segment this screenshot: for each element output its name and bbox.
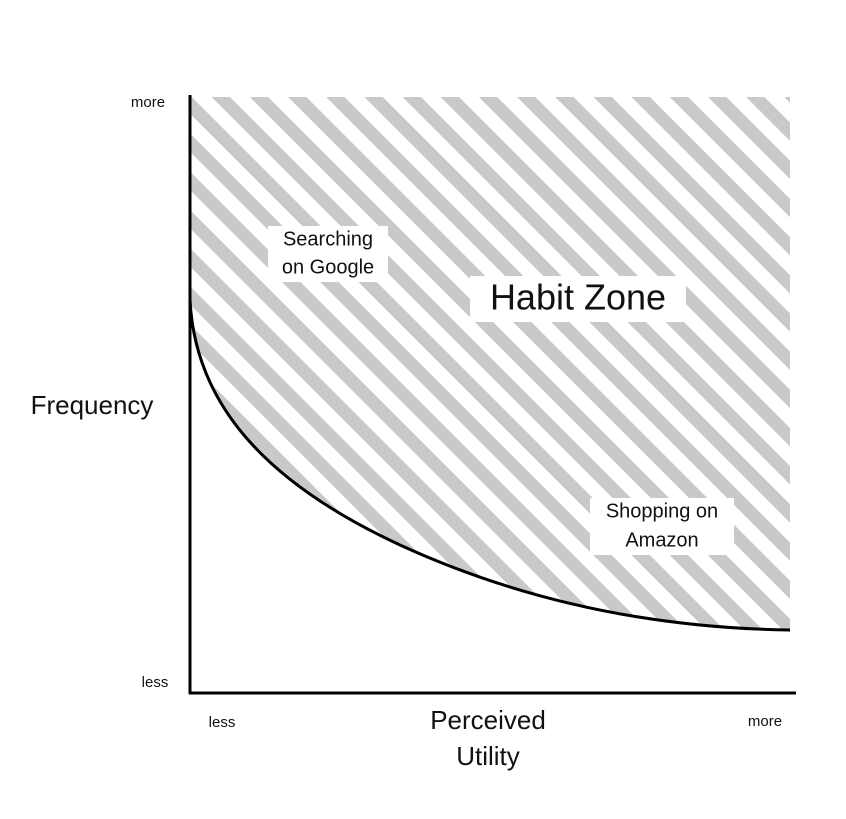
habit-curve bbox=[188, 299, 791, 632]
y-low-label: less bbox=[142, 674, 169, 691]
y-axis-title: Frequency bbox=[31, 390, 154, 420]
label-background bbox=[268, 226, 388, 282]
x-axis-title: Utility bbox=[456, 741, 520, 771]
x-high-label: more bbox=[748, 713, 782, 730]
label-background bbox=[470, 276, 686, 322]
example-label: Shopping on bbox=[606, 500, 718, 522]
label-background bbox=[590, 498, 734, 555]
example-label: Searching bbox=[283, 228, 373, 250]
zone-label: Habit Zone bbox=[490, 277, 666, 318]
example-label: Amazon bbox=[625, 529, 698, 551]
example-label: on Google bbox=[282, 256, 374, 278]
y-high-label: more bbox=[131, 94, 165, 111]
x-axis-title: Perceived bbox=[430, 705, 546, 735]
x-low-label: less bbox=[209, 714, 236, 731]
